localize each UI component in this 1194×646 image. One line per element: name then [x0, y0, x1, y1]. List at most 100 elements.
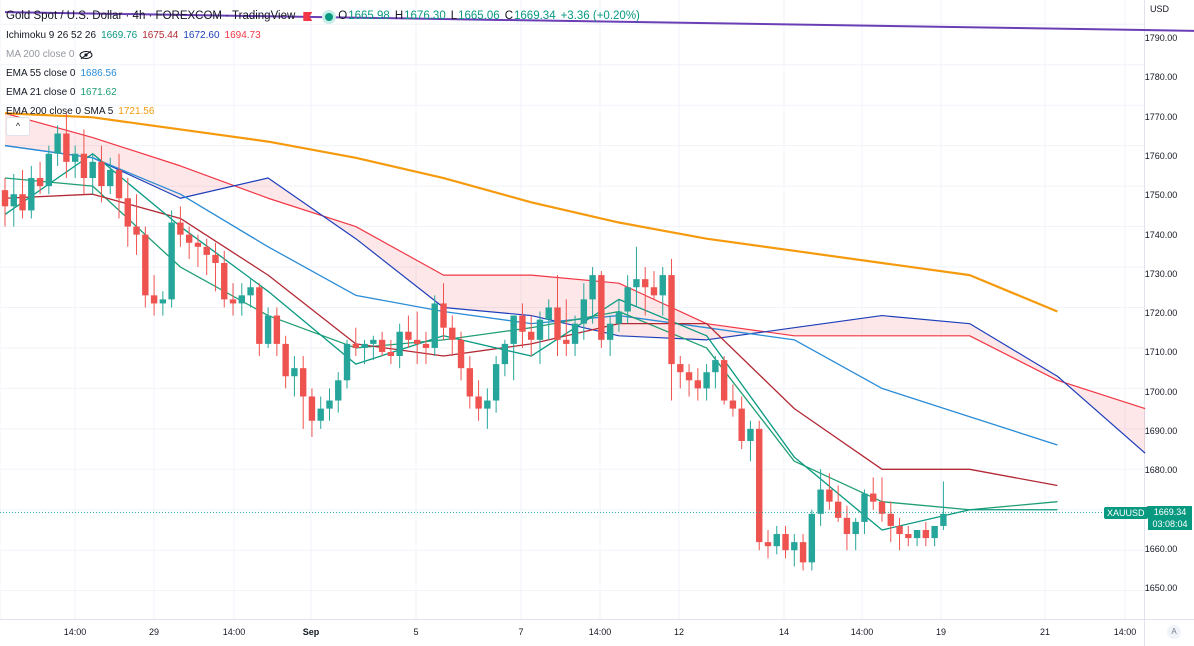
candle-body — [931, 525, 938, 539]
price-tick-label: 1790.00 — [1144, 33, 1178, 43]
candle-body — [1, 190, 9, 207]
candle-body — [747, 428, 754, 441]
candle-body — [554, 307, 561, 340]
indicator-name: Ichimoku 9 26 52 26 — [6, 30, 97, 41]
candle-body — [89, 161, 96, 179]
candle-body — [589, 275, 596, 300]
ema200-line — [4, 112, 1058, 313]
indicator-row[interactable]: Ichimoku 9 26 52 26 1669.76 1675.44 1672.60… — [6, 26, 645, 45]
candle-body — [378, 339, 386, 352]
candle-body — [501, 343, 509, 365]
candle-body — [659, 275, 666, 296]
candle-body — [519, 315, 526, 332]
indicator-value: 1671.62 — [80, 87, 117, 98]
auto-scale-button[interactable]: A — [1167, 625, 1181, 639]
price-tick-label: 1770.00 — [1144, 111, 1178, 122]
candle-body — [738, 408, 745, 441]
indicator-value: 1672.60 — [183, 30, 220, 41]
candle-body — [817, 489, 824, 514]
indicator-row[interactable]: EMA 200 close 0 SMA 5 1721.56 — [6, 102, 645, 121]
candle-body — [536, 319, 544, 340]
candle-body — [615, 311, 623, 324]
candle-body — [422, 343, 430, 348]
candle-body — [484, 400, 491, 409]
candle-body — [870, 493, 877, 502]
candle-body — [650, 287, 658, 296]
candle-body — [177, 222, 184, 235]
price-tick-label: 1660.00 — [1144, 543, 1178, 554]
price-tick-label: 1690.00 — [1144, 426, 1178, 436]
flag-icon[interactable] — [303, 12, 313, 21]
candle-body — [457, 339, 465, 369]
ohlc-l-label: L — [450, 10, 458, 22]
candle-body — [194, 242, 202, 247]
candle-body — [826, 489, 833, 502]
senkou-span-b-line — [4, 112, 1146, 410]
candle-body — [685, 372, 693, 381]
price-tick-label: 1750.00 — [1144, 190, 1178, 201]
candle-body — [703, 372, 710, 389]
symbol-row: Gold Spot / U.S. Dollar · 4h · FOREXCOM … — [6, 7, 645, 26]
candle-body — [413, 339, 421, 344]
time-tick-label: Sep — [302, 627, 320, 637]
candle-body — [694, 380, 702, 389]
candle-body — [273, 315, 281, 344]
candle-body — [115, 169, 123, 199]
candle-body — [405, 331, 412, 340]
time-tick-label: 29 — [148, 627, 160, 637]
candle-body — [905, 534, 912, 539]
candle-body — [913, 529, 921, 539]
ohlc-c-label: C — [504, 10, 514, 22]
candle-body — [45, 153, 53, 187]
candle-body — [791, 542, 798, 551]
time-tick-label: 14:00 — [850, 627, 874, 637]
time-tick-label: 14 — [778, 627, 790, 637]
candle-body — [71, 153, 79, 162]
candle-body — [633, 279, 640, 288]
candle-body — [834, 501, 842, 518]
collapse-legend-button[interactable]: ^ — [6, 117, 30, 136]
time-tick-label: 14:00 — [1113, 627, 1137, 637]
candle-body — [238, 295, 245, 304]
candle-body — [168, 222, 175, 300]
indicator-value: 1686.56 — [80, 68, 117, 79]
indicator-name: EMA 21 close 0 — [6, 87, 76, 98]
indicator-row[interactable]: MA 200 close 0 — [6, 45, 645, 64]
indicator-row[interactable]: EMA 55 close 0 1686.56 — [6, 64, 645, 83]
time-tick-label: 21 — [1039, 627, 1051, 637]
candle-body — [98, 161, 105, 187]
indicator-row[interactable]: EMA 21 close 0 1671.62 — [6, 83, 645, 102]
symbol-tag: XAUUSD — [1104, 507, 1148, 519]
indicator-value: 1694.73 — [224, 30, 261, 41]
candle-body — [580, 299, 588, 324]
candle-body — [361, 343, 368, 348]
candle-body — [677, 364, 684, 373]
candle-body — [317, 408, 324, 421]
candle-body — [799, 542, 807, 563]
indicator-name: EMA 200 close 0 SMA 5 — [6, 106, 114, 117]
candle-body — [387, 351, 395, 357]
candle-body — [431, 303, 438, 348]
time-tick-label: 14:00 — [588, 627, 612, 637]
candle-body — [668, 275, 675, 365]
hidden-eye-icon[interactable] — [79, 50, 93, 60]
candle-body — [878, 501, 886, 514]
candle-body — [773, 534, 780, 547]
indicator-name: EMA 55 close 0 — [6, 68, 76, 79]
candle-body — [10, 194, 17, 207]
candle-body — [475, 396, 482, 409]
candle-body — [264, 315, 272, 344]
candle-body — [159, 299, 167, 304]
candle-body — [606, 323, 614, 340]
candle-body — [571, 323, 579, 344]
time-tick-label: 14:00 — [222, 627, 246, 637]
price-tick-label: 1760.00 — [1144, 150, 1178, 161]
ohlc-o-label: O — [338, 10, 348, 22]
candle-body — [563, 339, 570, 344]
candle-body — [764, 542, 772, 547]
candle-body — [510, 315, 517, 344]
legend: Gold Spot / U.S. Dollar · 4h · FOREXCOM … — [6, 7, 645, 121]
candle-body — [624, 287, 631, 312]
currency-label[interactable]: USD — [1150, 4, 1170, 14]
